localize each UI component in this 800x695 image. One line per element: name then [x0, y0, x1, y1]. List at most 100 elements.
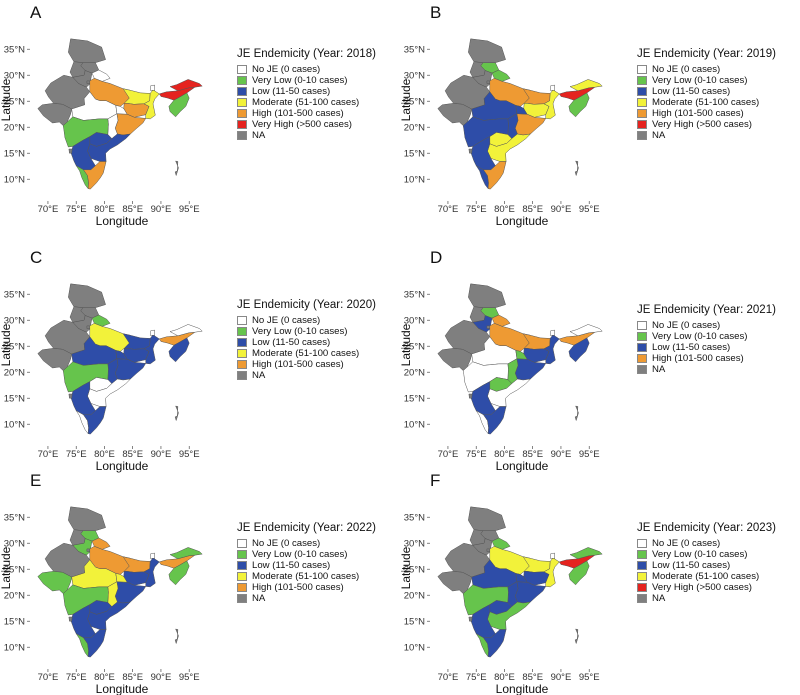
state-od	[514, 581, 547, 604]
x-tick-label: 75°E	[66, 204, 87, 215]
legend-title: JE Endemicity (Year: 2023)	[637, 522, 776, 534]
legend: JE Endemicity (Year: 2021) No JE (0 cases…	[637, 304, 776, 375]
x-tick-label: 80°E	[94, 672, 115, 683]
legend-item: Very Low (0-10 cases)	[237, 549, 376, 560]
state-ar	[169, 79, 203, 92]
legend-swatch	[237, 371, 247, 380]
state-ne	[568, 92, 590, 118]
legend-item: Low (11-50 cases)	[637, 342, 776, 353]
state-jk	[468, 283, 506, 308]
state-ne	[168, 560, 190, 586]
india-map: E 10°N 15°N 20°N 25°N 30°N 35°N 70°E 75°E 80°E 85°…	[0, 471, 203, 695]
x-tick-label: 95°E	[579, 449, 600, 460]
legend-item: Low (11-50 cases)	[637, 86, 776, 97]
state-ne	[168, 337, 190, 363]
legend-label: Very High (>500 cases)	[652, 119, 752, 130]
legend-item: High (101-500 cases)	[637, 353, 776, 364]
legend-label: Low (11-50 cases)	[652, 342, 731, 353]
state-ap	[487, 133, 532, 162]
legend-swatch	[237, 98, 247, 107]
legend-item: NA	[237, 130, 376, 141]
india-map: C 10°N 15°N 20°N 25°N 30°N 35°N 70°E 75°E 80°E 85°…	[0, 248, 203, 473]
state-gj	[37, 103, 72, 126]
legend-swatch	[237, 572, 247, 581]
x-tick-label: 70°E	[38, 449, 59, 460]
x-tick-label: 70°E	[38, 204, 59, 215]
legend-item: High (101-500 cases)	[637, 108, 776, 119]
legend-swatch	[237, 131, 247, 140]
state-ar	[169, 324, 203, 337]
x-tick-label: 80°E	[94, 204, 115, 215]
legend-swatch	[237, 327, 247, 336]
legend-swatch	[637, 109, 647, 118]
state-gj	[437, 571, 472, 594]
state-jk	[68, 283, 106, 308]
y-tick-label: 15°N	[4, 394, 25, 405]
x-tick-label: 95°E	[179, 449, 200, 460]
legend-label: High (101-500 cases)	[252, 582, 344, 593]
y-tick-label: 10°N	[4, 420, 25, 431]
legend-item: No JE (0 cases)	[237, 315, 376, 326]
state-sk	[549, 552, 555, 559]
legend-swatch	[637, 539, 647, 548]
map-panel-d: D 10°N 15°N 20°N 25°N 30°N 35°N 70°E 75°E 80°E 85°…	[399, 245, 800, 473]
legend-item: NA	[637, 364, 776, 375]
legend-swatch	[637, 87, 647, 96]
legend-item: Low (11-50 cases)	[237, 337, 376, 348]
state-dl	[486, 80, 491, 84]
legend-label: No JE (0 cases)	[652, 320, 721, 331]
y-tick-label: 10°N	[404, 175, 425, 186]
x-tick-label: 90°E	[551, 449, 572, 460]
legend-swatch	[237, 87, 247, 96]
panel-letter: B	[430, 3, 441, 22]
x-tick-label: 85°E	[522, 449, 543, 460]
legend-item: Very Low (0-10 cases)	[637, 75, 776, 86]
state-go	[68, 148, 73, 154]
legend-item: Very Low (0-10 cases)	[237, 75, 376, 86]
legend-item: High (101-500 cases)	[237, 582, 376, 593]
legend-label: Very Low (0-10 cases)	[252, 549, 348, 560]
x-tick-label: 75°E	[466, 204, 487, 215]
y-tick-label: 15°N	[4, 149, 25, 160]
map-panel-a: A 10°N 15°N 20°N 25°N 30°N 35°N 70°E 75°E 80°E 85°…	[0, 0, 400, 228]
state-ar	[569, 547, 603, 560]
legend-item: Moderate (51-100 cases)	[237, 348, 376, 359]
y-tick-label: 10°N	[404, 643, 425, 654]
state-ne	[168, 92, 190, 118]
legend-label: No JE (0 cases)	[252, 315, 321, 326]
state-gj	[437, 103, 472, 126]
state-od	[114, 358, 147, 381]
india-map: F 10°N 15°N 20°N 25°N 30°N 35°N 70°E 75°E 80°E 85°…	[399, 471, 603, 695]
state-ne	[568, 337, 590, 363]
legend-swatch	[637, 321, 647, 330]
state-ap	[87, 133, 132, 162]
legend-item: Very High (>500 cases)	[637, 582, 776, 593]
legend-swatch	[237, 550, 247, 559]
x-tick-label: 75°E	[466, 672, 487, 683]
legend-item: High (101-500 cases)	[237, 359, 376, 370]
x-axis-title: Longitude	[496, 682, 549, 695]
legend-label: Moderate (51-100 cases)	[652, 97, 760, 108]
legend-swatch	[637, 550, 647, 559]
legend-label: NA	[652, 364, 666, 375]
legend-item: No JE (0 cases)	[237, 64, 376, 75]
legend-swatch	[637, 354, 647, 363]
y-tick-label: 15°N	[4, 617, 25, 628]
state-go	[68, 616, 73, 622]
legend-label: High (101-500 cases)	[252, 108, 344, 119]
legend-swatch	[637, 572, 647, 581]
legend: JE Endemicity (Year: 2018) No JE (0 cases…	[237, 48, 376, 141]
y-tick-label: 35°N	[4, 513, 25, 524]
x-tick-label: 95°E	[179, 204, 200, 215]
legend-item: Very Low (0-10 cases)	[637, 549, 776, 560]
legend-item: Moderate (51-100 cases)	[237, 97, 376, 108]
y-tick-label: 35°N	[404, 45, 425, 56]
state-ap	[487, 378, 532, 407]
legend-label: Very Low (0-10 cases)	[252, 326, 348, 337]
legend-swatch	[637, 98, 647, 107]
state-dl	[486, 325, 491, 329]
y-axis-title: Latitude	[0, 546, 13, 589]
legend-swatch	[237, 120, 247, 129]
legend-title: JE Endemicity (Year: 2020)	[237, 299, 376, 311]
legend-swatch	[237, 561, 247, 570]
